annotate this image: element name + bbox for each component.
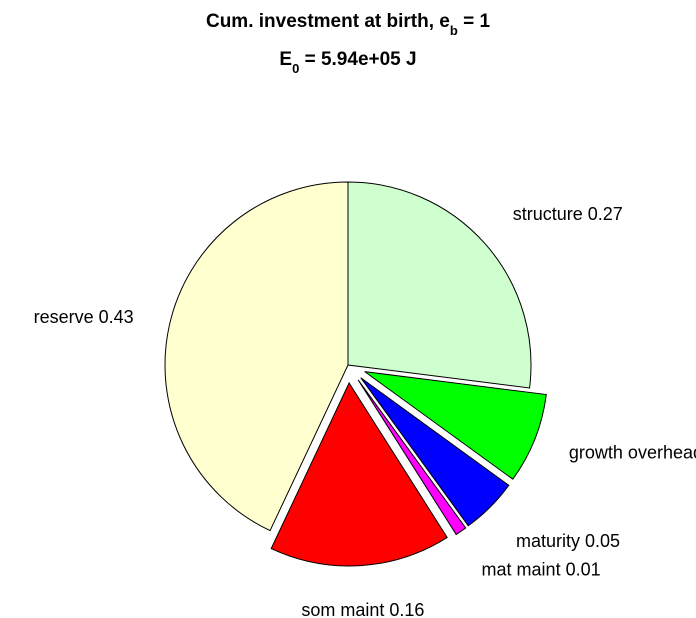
pie-slice-structure — [347, 181, 532, 389]
chart-subtitle: E0 = 5.94e+05 J — [279, 49, 416, 76]
chart-title: Cum. investment at birth, eb = 1 — [206, 11, 490, 38]
pie-slice-growth-overhead — [364, 371, 547, 480]
pie-label-som-maint: som maint 0.16 — [301, 600, 424, 618]
chart-title-suffix: = 1 — [458, 11, 491, 32]
chart-subtitle-subscript: 0 — [292, 61, 299, 76]
pie-label-maturity: maturity 0.05 — [516, 531, 620, 551]
chart-subtitle-main: E — [279, 49, 292, 70]
chart-title-main: Cum. investment at birth, e — [206, 11, 450, 32]
pie-label-structure: structure 0.27 — [513, 204, 623, 224]
pie-slice-maturity — [360, 377, 510, 527]
pie-label-reserve: reserve 0.43 — [34, 307, 134, 327]
pie-slice-mat-maint — [357, 379, 467, 536]
chart-subtitle-suffix: = 5.94e+05 J — [299, 49, 416, 70]
pie-labels: structure 0.27 growth overhead 0.08 maturi… — [34, 204, 696, 618]
pie-label-mat-maint: mat maint 0.01 — [482, 560, 601, 580]
pie-slice-reserve — [164, 181, 349, 532]
pie-group — [164, 181, 547, 567]
chart-title-subscript: b — [450, 23, 458, 38]
pie-label-growth-overhead: growth overhead 0.08 — [569, 442, 696, 462]
pie-slice-som-maint — [270, 381, 448, 567]
